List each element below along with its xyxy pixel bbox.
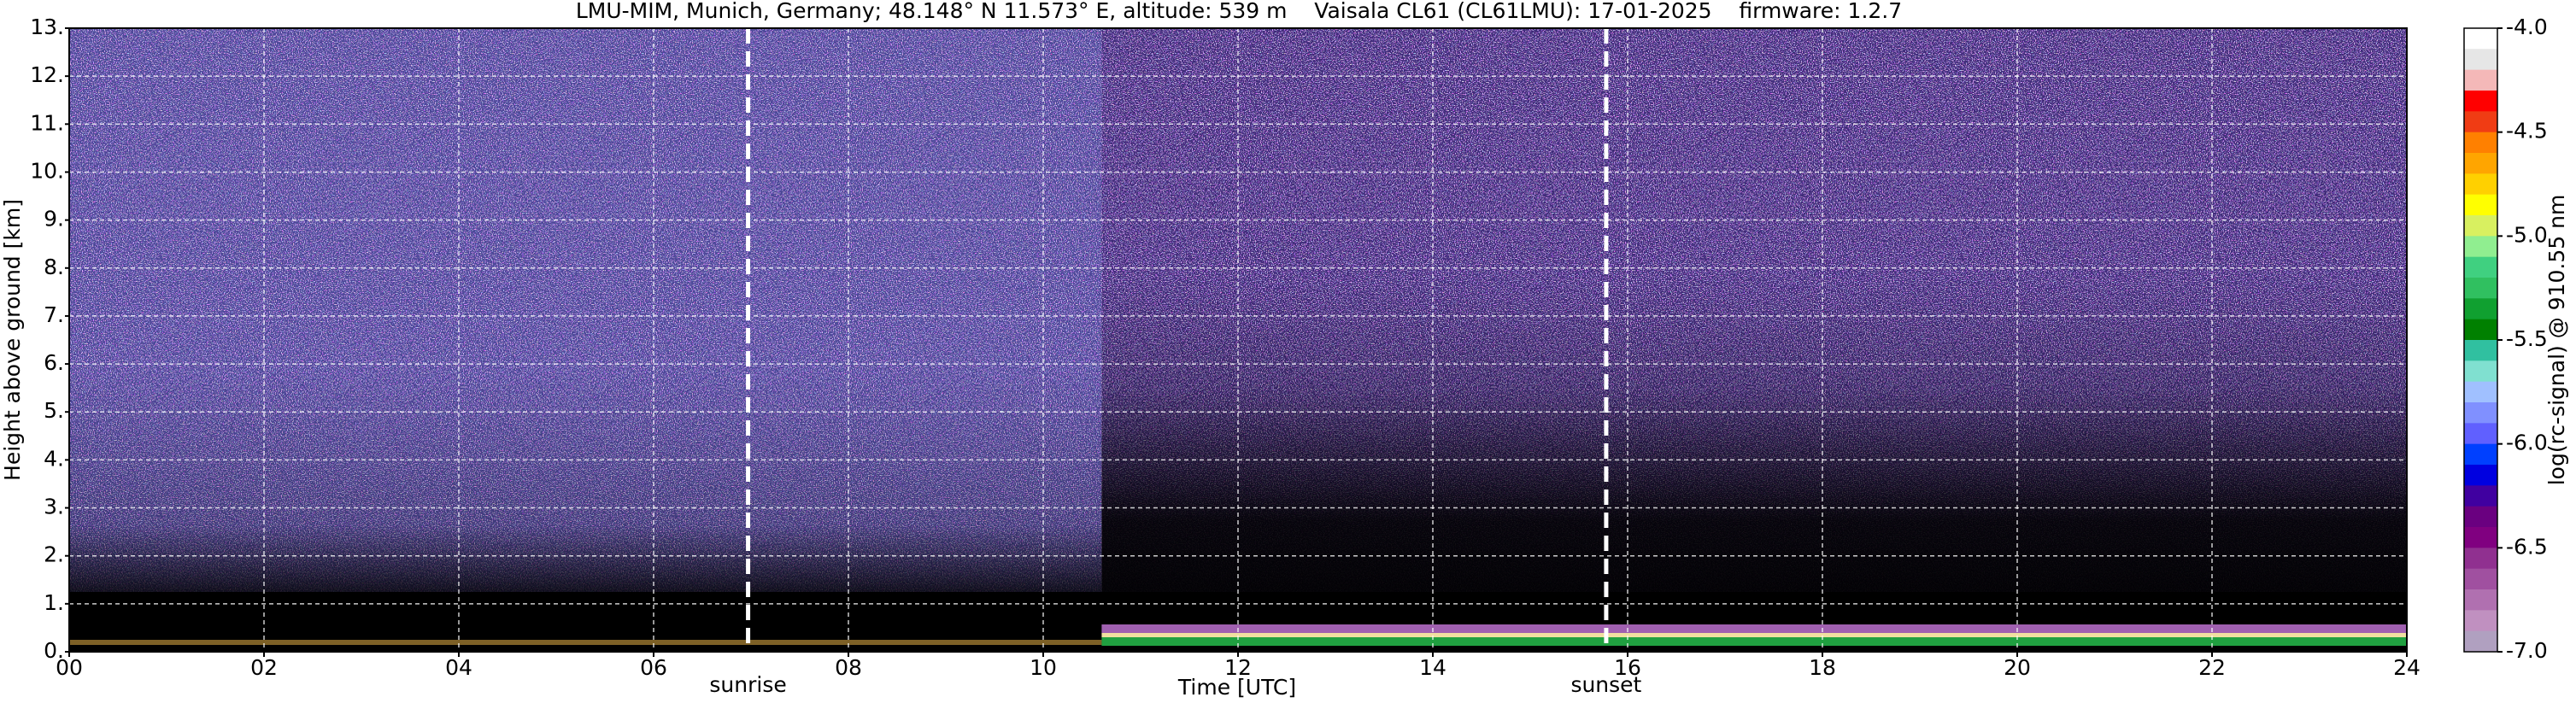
ground-layer: [1101, 633, 2407, 637]
colorbar-band: [2464, 423, 2497, 445]
y-tick-label: 1.: [44, 590, 64, 615]
y-tick-label: 6.: [44, 350, 64, 375]
y-tick-label: 11.: [30, 110, 64, 135]
x-tick-label: 04: [445, 655, 472, 680]
colorbar-tick-label: -7.0: [2506, 638, 2548, 663]
colorbar-band: [2464, 132, 2497, 154]
y-tick-label: 0.: [44, 638, 64, 663]
x-tick-label: 12: [1224, 655, 1252, 680]
x-tick-label: 18: [1809, 655, 1836, 680]
colorbar-band: [2464, 548, 2497, 570]
x-tick-label: 10: [1030, 655, 1057, 680]
y-tick-label: 8.: [44, 255, 64, 279]
y-axis-label: Height above ground [km]: [0, 199, 25, 481]
colorbar-tick-label: -6.5: [2506, 534, 2548, 559]
field-fade: [1101, 278, 2407, 652]
colorbar-band: [2464, 49, 2497, 71]
x-tick-label: 14: [1419, 655, 1446, 680]
colorbar-band: [2464, 256, 2497, 278]
colorbar-band: [2464, 153, 2497, 174]
x-tick-label: 22: [2198, 655, 2226, 680]
colorbar-band: [2464, 402, 2497, 424]
plot-frame: [68, 27, 2408, 653]
annotation-label: sunset: [1570, 672, 1641, 697]
x-axis-label: Time [UTC]: [1177, 675, 1296, 700]
colorbar-tick-label: -5.0: [2506, 222, 2548, 247]
x-tick-label: 24: [2393, 655, 2421, 680]
y-tick-label: 7.: [44, 302, 64, 327]
colorbar-band: [2464, 278, 2497, 299]
colorbar-band: [2464, 630, 2497, 653]
colorbar-band: [2464, 69, 2497, 91]
y-tick-label: 12.: [30, 62, 64, 87]
colorbar-band: [2464, 28, 2497, 50]
colorbar-band: [2464, 319, 2497, 341]
colorbar-tick-label: -6.0: [2506, 431, 2548, 455]
y-tick-label: 2.: [44, 542, 64, 567]
colorbar-tick-label: -5.5: [2506, 326, 2548, 351]
y-tick-label: 9.: [44, 207, 64, 231]
colorbar-band: [2464, 381, 2497, 403]
colorbar-band: [2464, 173, 2497, 196]
colorbar-band: [2464, 91, 2497, 112]
y-tick-label: 13.: [30, 15, 64, 39]
colorbar-band: [2464, 443, 2497, 466]
colorbar-label: log(rc-signal) @ 910.55 nm: [2544, 195, 2569, 486]
colorbar-tick-label: -4.0: [2506, 15, 2548, 39]
colorbar-band: [2464, 360, 2497, 383]
chart-title: LMU-MIM, Munich, Germany; 48.148° N 11.5…: [576, 0, 1902, 23]
colorbar-band: [2464, 465, 2497, 486]
y-tick-label: 3.: [44, 495, 64, 519]
ground-layer: [1101, 624, 2407, 633]
y-tick-label: 4.: [44, 446, 64, 471]
colorbar-band: [2464, 506, 2497, 528]
colorbar-band: [2464, 111, 2497, 133]
x-tick-label: 16: [1614, 655, 1641, 680]
annotation-label: sunrise: [709, 672, 786, 697]
colorbar-band: [2464, 215, 2497, 237]
colorbar-tick-label: -4.5: [2506, 119, 2548, 144]
x-tick-label: 00: [56, 655, 83, 680]
colorbar-band: [2464, 589, 2497, 611]
x-tick-label: 08: [835, 655, 862, 680]
colorbar-band: [2464, 527, 2497, 548]
colorbar-band: [2464, 610, 2497, 632]
colorbar-band: [2464, 194, 2497, 216]
y-tick-label: 10.: [30, 158, 64, 183]
colorbar-band: [2464, 485, 2497, 507]
y-tick-label: 5.: [44, 398, 64, 423]
colorbar-band: [2464, 340, 2497, 361]
x-tick-label: 20: [2004, 655, 2031, 680]
x-tick-label: 06: [640, 655, 667, 680]
axes: 0. 1. 2. 3. 4. 5. 6. 7. 8. 9. 10. 11. 12. 13. 00 02 04 06…: [30, 15, 2548, 697]
x-tick-label: 02: [250, 655, 278, 680]
colorbar-band: [2464, 298, 2497, 320]
ground-layer: [69, 640, 1102, 645]
colorbar-band: [2464, 236, 2497, 258]
ground-layer: [1101, 637, 2407, 646]
colorbar-band: [2464, 568, 2497, 590]
